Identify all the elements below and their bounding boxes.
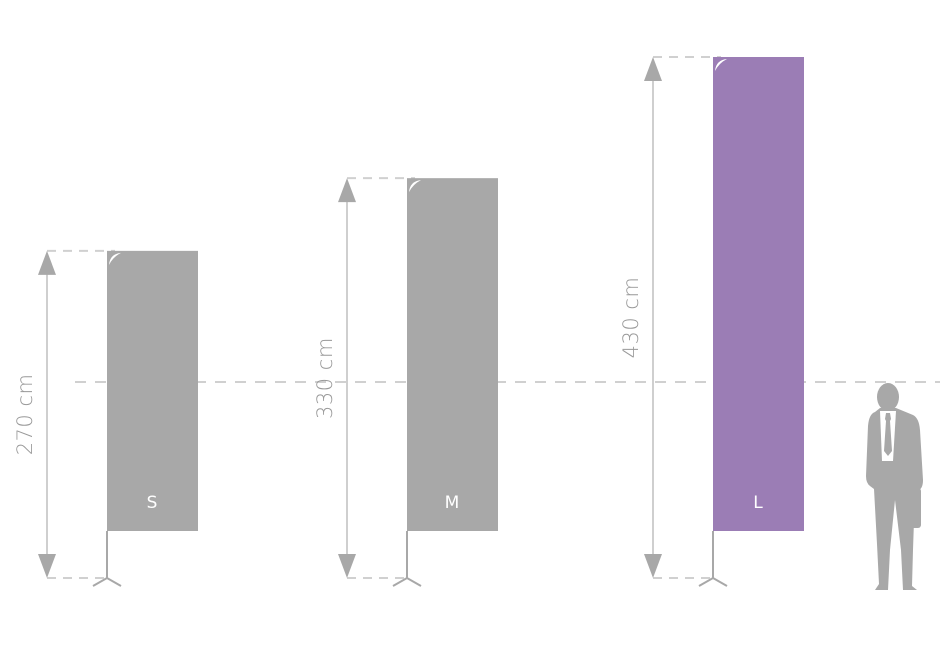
banner-curl-icon (109, 252, 121, 265)
arrow-down-icon (338, 554, 356, 578)
flag-m: M 330 cm (313, 177, 498, 587)
arrow-up-icon (338, 178, 356, 203)
banner-curl-icon (715, 59, 727, 71)
arrow-up-icon (38, 250, 56, 275)
height-label: 270 cm (13, 374, 37, 456)
arrow-down-icon (38, 554, 56, 578)
flag-banner (407, 178, 498, 532)
size-label: L (753, 493, 763, 513)
size-label: S (147, 493, 158, 513)
height-label: 430 cm (619, 277, 643, 359)
flag-base-icon (392, 576, 422, 587)
flag-base-icon (92, 576, 122, 587)
banner-curl-icon (409, 180, 421, 193)
flag-base-icon (698, 576, 728, 587)
flag-banner (713, 57, 804, 531)
businessman-silhouette-icon (866, 383, 923, 590)
arrow-down-icon (644, 554, 662, 578)
flag-l: L 430 cm (619, 56, 804, 587)
arrow-up-icon (644, 57, 662, 81)
flag-s: S 270 cm (13, 249, 198, 587)
size-label: M (445, 493, 460, 513)
flag-banner (107, 250, 198, 531)
height-label: 330 cm (313, 337, 337, 419)
